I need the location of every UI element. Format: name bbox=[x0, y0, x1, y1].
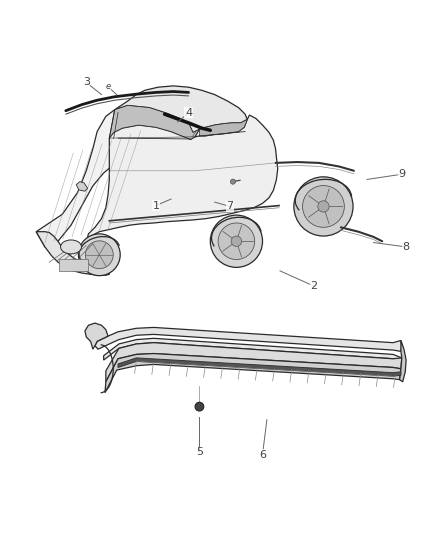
Ellipse shape bbox=[60, 240, 81, 254]
Circle shape bbox=[231, 236, 242, 246]
Text: e: e bbox=[106, 82, 110, 91]
Text: 2: 2 bbox=[310, 281, 318, 291]
Circle shape bbox=[303, 185, 344, 228]
Text: 6: 6 bbox=[259, 449, 266, 459]
Polygon shape bbox=[95, 327, 402, 351]
Bar bbox=[59, 259, 88, 271]
Polygon shape bbox=[36, 106, 188, 247]
Circle shape bbox=[230, 179, 236, 184]
Polygon shape bbox=[85, 323, 108, 349]
Circle shape bbox=[218, 223, 254, 260]
Polygon shape bbox=[110, 106, 199, 140]
Polygon shape bbox=[104, 338, 402, 362]
Polygon shape bbox=[36, 232, 109, 275]
Circle shape bbox=[318, 201, 329, 212]
Polygon shape bbox=[86, 115, 278, 243]
Text: 4: 4 bbox=[185, 108, 192, 118]
Polygon shape bbox=[105, 353, 401, 393]
Circle shape bbox=[85, 241, 113, 269]
Polygon shape bbox=[115, 86, 247, 133]
Circle shape bbox=[78, 234, 120, 276]
Text: 7: 7 bbox=[226, 201, 233, 212]
Text: 5: 5 bbox=[196, 447, 203, 457]
Polygon shape bbox=[76, 182, 88, 191]
Polygon shape bbox=[106, 343, 402, 382]
Text: 8: 8 bbox=[403, 242, 410, 252]
Polygon shape bbox=[118, 358, 401, 376]
Text: 9: 9 bbox=[398, 169, 405, 179]
Polygon shape bbox=[199, 119, 247, 136]
Circle shape bbox=[195, 402, 204, 411]
Circle shape bbox=[294, 177, 353, 236]
Text: 1: 1 bbox=[152, 200, 159, 211]
Polygon shape bbox=[399, 341, 406, 382]
Circle shape bbox=[210, 215, 262, 268]
Text: 3: 3 bbox=[83, 77, 90, 87]
